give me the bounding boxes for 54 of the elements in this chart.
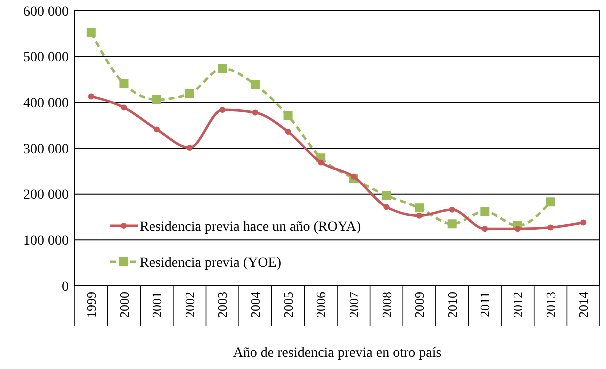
point [415,204,424,213]
x-tick-label: 2004 [248,292,264,318]
y-tick-label: 200 000 [24,188,69,204]
y-tick-label: 0 [62,280,69,295]
legend-label: Residencia previa hace un año (ROYA) [140,220,362,235]
point [382,191,392,200]
x-tick-label: 2014 [576,292,592,318]
y-tick-label: 100 000 [24,234,69,250]
x-tick-label: 2007 [346,292,362,318]
x-tick-label: 2005 [280,292,296,318]
point [86,28,96,38]
x-tick-label: 2001 [150,292,165,318]
x-tick-label: 2006 [314,292,329,318]
point [252,110,258,116]
x-tick-label: 2000 [116,292,132,318]
x-tick-label: 2009 [412,292,428,318]
x-tick-label: 2011 [478,292,493,318]
point [185,89,194,98]
point [480,207,490,216]
point [154,126,160,133]
point [580,220,587,226]
y-tick-label: 600 000 [24,4,69,20]
x-tick-label: 2012 [510,292,526,318]
point [449,206,456,213]
point [546,198,556,207]
point [482,226,488,232]
point [350,174,357,180]
point [284,111,293,120]
point [220,107,226,113]
y-tick-label: 500 000 [24,50,69,66]
point [384,204,390,210]
x-tick-label: 2008 [379,292,394,318]
legend-label: Residencia previa (YOE) [140,256,282,271]
x-tick-label: 2010 [444,292,460,318]
point [186,145,193,152]
point [152,95,162,104]
x-tick-label: 1999 [84,292,99,318]
y-tick-label: 400 000 [24,96,69,112]
point [88,94,94,100]
y-tick-label: 300 000 [24,142,69,158]
point [285,129,292,135]
point [514,226,521,232]
point [121,104,128,111]
x-axis-title: Año de residencia previa en otro país [233,346,442,361]
x-tick-label: 2013 [543,292,558,318]
x-tick-label: 2003 [215,292,230,318]
point [218,64,228,74]
point [448,220,457,229]
point [318,160,324,166]
point [120,79,129,88]
x-tick-label: 2002 [182,292,198,318]
point [416,212,423,219]
point [250,80,260,90]
point [548,224,554,231]
